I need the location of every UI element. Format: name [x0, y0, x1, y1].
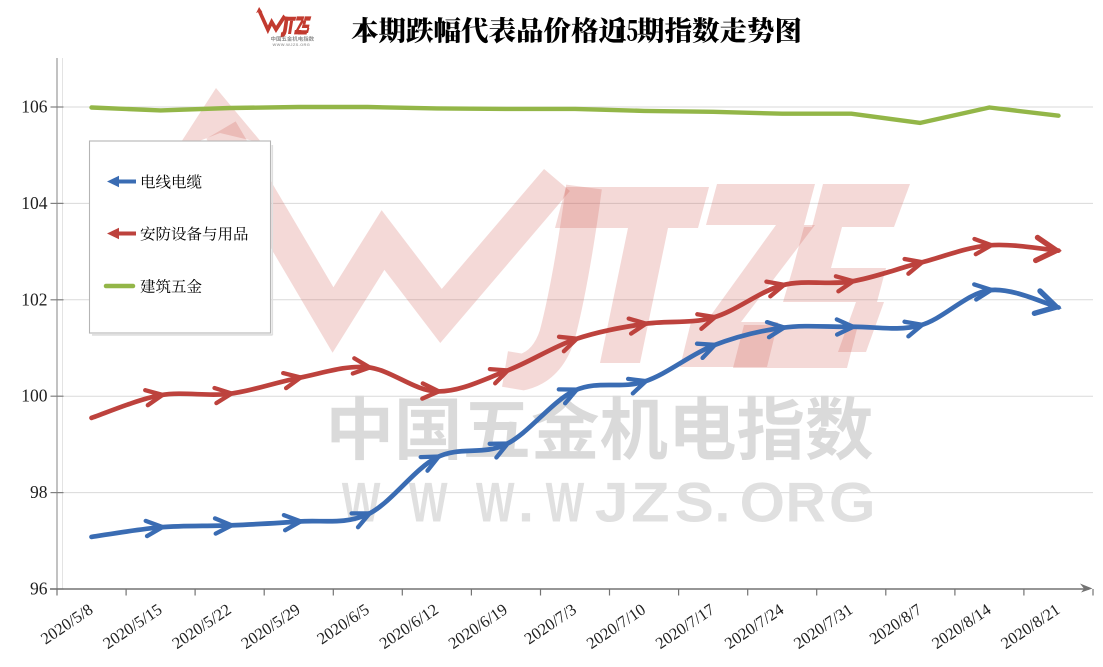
- svg-text:98: 98: [30, 482, 48, 502]
- svg-text:104: 104: [21, 193, 48, 213]
- svg-text:102: 102: [21, 289, 47, 309]
- svg-text:96: 96: [30, 579, 48, 599]
- svg-text:100: 100: [21, 386, 48, 406]
- svg-text:106: 106: [21, 97, 48, 117]
- svg-text:WWW.WJZS.ORG: WWW.WJZS.ORG: [273, 42, 311, 47]
